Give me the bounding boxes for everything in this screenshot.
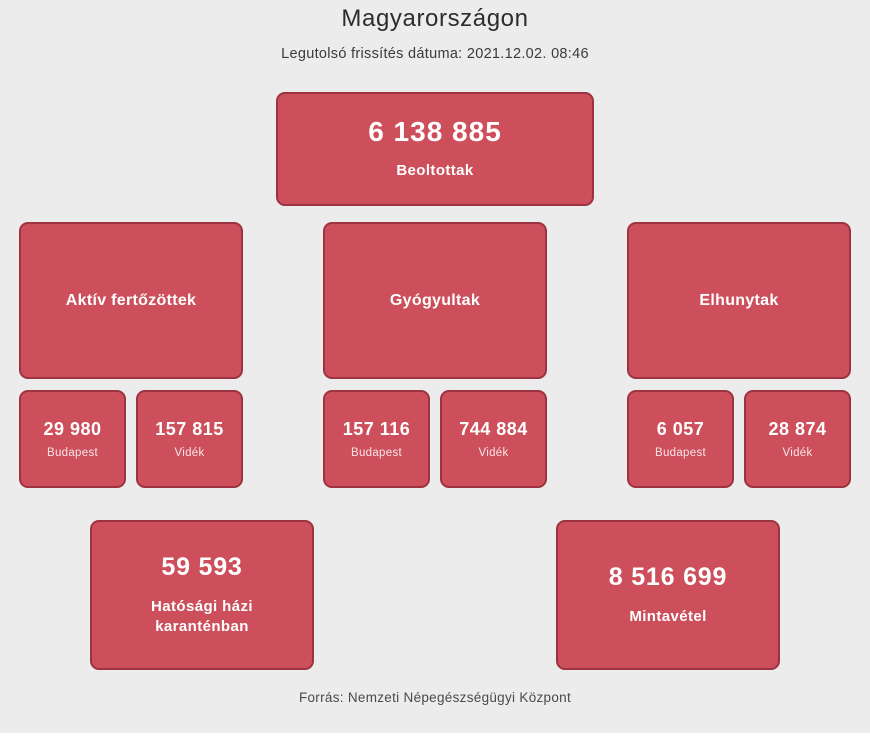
deceased-budapest-value: 6 057 <box>656 419 705 439</box>
last-updated-text: Legutolsó frissítés dátuma: 2021.12.02. … <box>281 46 589 62</box>
vaccinated-value: 6 138 885 <box>368 116 502 148</box>
bottom-row: 59 593 Hatósági házi karanténban 8 516 6… <box>0 520 870 670</box>
samples-label: Mintavétel <box>629 607 707 625</box>
active-infected-budapest-card: 29 980 Budapest <box>19 390 126 488</box>
source-note: Forrás: Nemzeti Népegészségügyi Központ <box>298 690 572 705</box>
column-deceased: Elhunytak 6 057 Budapest 28 874 Vidék <box>627 222 851 488</box>
recovered-videk-card: 744 884 Vidék <box>440 390 547 488</box>
vaccinated-card: 6 138 885 Beoltottak <box>276 92 594 206</box>
deceased-videk-card: 28 874 Vidék <box>744 390 851 488</box>
active-infected-budapest-label: Budapest <box>47 447 98 459</box>
deceased-budapest-card: 6 057 Budapest <box>627 390 734 488</box>
active-infected-videk-label: Vidék <box>174 447 205 459</box>
vaccinated-label: Beoltottak <box>396 162 474 180</box>
deceased-subrow: 6 057 Budapest 28 874 Vidék <box>627 390 851 488</box>
recovered-budapest-label: Budapest <box>351 447 402 459</box>
recovered-budapest-value: 157 116 <box>342 419 411 439</box>
recovered-videk-label: Vidék <box>478 447 509 459</box>
recovered-budapest-card: 157 116 Budapest <box>323 390 430 488</box>
active-infected-title: Aktív fertőzöttek <box>65 291 197 309</box>
recovered-card: Gyógyultak <box>323 222 547 379</box>
quarantine-card: 59 593 Hatósági házi karanténban <box>90 520 314 670</box>
samples-value: 8 516 699 <box>608 562 728 591</box>
column-recovered: Gyógyultak 157 116 Budapest 744 884 Vidé… <box>323 222 547 488</box>
quarantine-label: Hatósági házi karanténban <box>151 597 253 635</box>
page-title: Magyarországon <box>341 5 529 32</box>
active-infected-card: Aktív fertőzöttek <box>19 222 243 379</box>
deceased-title: Elhunytak <box>699 291 779 309</box>
deceased-budapest-label: Budapest <box>655 447 706 459</box>
column-active-infected: Aktív fertőzöttek 29 980 Budapest 157 81… <box>19 222 243 488</box>
samples-card: 8 516 699 Mintavétel <box>556 520 780 670</box>
deceased-videk-label: Vidék <box>782 447 813 459</box>
quarantine-value: 59 593 <box>161 552 243 581</box>
active-infected-videk-card: 157 815 Vidék <box>136 390 243 488</box>
recovered-videk-value: 744 884 <box>459 419 528 439</box>
stats-columns: Aktív fertőzöttek 29 980 Budapest 157 81… <box>0 222 870 488</box>
active-infected-subrow: 29 980 Budapest 157 815 Vidék <box>19 390 243 488</box>
deceased-videk-value: 28 874 <box>768 419 827 439</box>
deceased-card: Elhunytak <box>627 222 851 379</box>
active-infected-budapest-value: 29 980 <box>43 419 102 439</box>
recovered-subrow: 157 116 Budapest 744 884 Vidék <box>323 390 547 488</box>
active-infected-videk-value: 157 815 <box>155 419 224 439</box>
recovered-title: Gyógyultak <box>389 291 481 309</box>
